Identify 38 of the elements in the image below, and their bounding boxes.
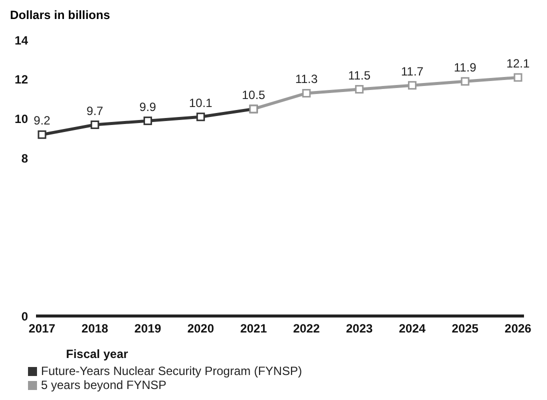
y-axis-title: Dollars in billions [10,8,110,22]
legend-label: Future-Years Nuclear Security Program (FYNSP) [41,364,302,378]
point [355,85,364,94]
data-label: 10.1 [188,96,213,110]
data-label: 9.7 [86,104,104,118]
x-tick-label: 2022 [293,322,320,336]
x-tick-label: 2023 [346,322,374,336]
x-tick-label: 2026 [504,322,532,336]
point [302,88,311,98]
y-tick-label: 8 [21,152,28,166]
x-axis-title: Fiscal year [66,347,128,361]
x-tick-label: 2019 [134,322,162,336]
y-tick-label: 0 [21,309,28,324]
data-label: 11.3 [295,72,318,86]
x-tick-label: 2018 [82,322,109,336]
x-tick-label: 2025 [452,322,479,336]
x-tick-label: 2021 [240,322,268,336]
point [196,112,205,122]
data-label: 10.5 [242,88,266,102]
data-label: 11.7 [400,64,424,78]
x-tick-label: 2017 [28,322,56,336]
y-tick-label: 14 [14,33,28,48]
point [460,77,470,86]
point [408,81,416,90]
x-tick-label: 2020 [187,322,214,336]
data-label: 9.9 [139,100,156,114]
data-label: 12.1 [506,56,530,70]
x-tick-label: 2024 [398,322,426,336]
y-tick-label: 10 [14,112,28,126]
point [144,116,152,126]
data-label: 11.9 [454,60,477,74]
point [90,120,100,130]
point [514,73,522,82]
data-label: 9.2 [34,114,51,128]
point [38,130,46,139]
data-label: 11.5 [348,68,371,82]
legend-label: 5 years beyond FYNSP [41,378,166,392]
y-tick-label: 12 [14,72,28,87]
